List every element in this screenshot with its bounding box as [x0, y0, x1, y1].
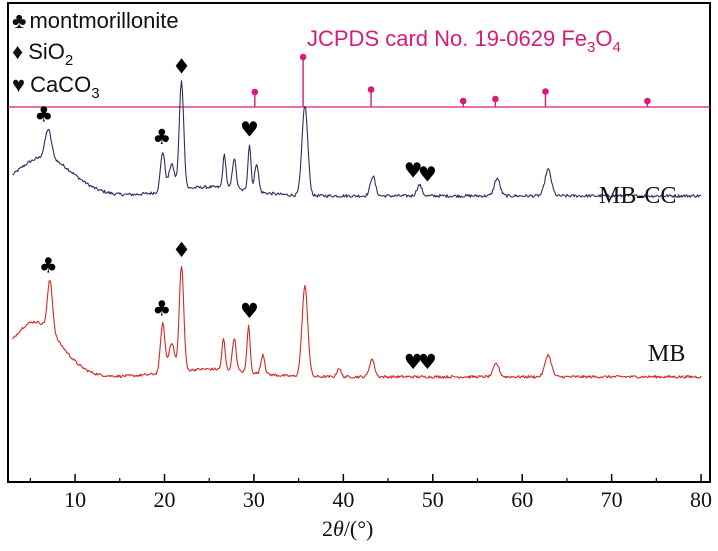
phase-markers: ♣♣♦♥♥♥♣♣♦♥♥♥ [34, 54, 436, 374]
diamond-icon: ♦ [172, 238, 191, 262]
reference-peak-dot [644, 97, 651, 105]
club-icon: ♣ [39, 253, 58, 277]
x-axis-title: 2θ/(°) [322, 516, 373, 541]
reference-peak-dot [492, 95, 499, 103]
reference-label: JCPDS card No. 19-0629 Fe3O4 [307, 26, 621, 56]
x-tick-label-80: 80 [690, 487, 712, 512]
x-tick-label-70: 70 [601, 487, 623, 512]
reference-peak-dot [299, 53, 307, 61]
legend-entry-sio2: ♦ SiO2 [12, 39, 73, 69]
heart-icon: ♥ [404, 159, 423, 183]
diamond-icon: ♦ [172, 54, 191, 78]
heart-icon: ♥ [240, 299, 259, 323]
series-line-mb-cc [12, 80, 702, 198]
x-tick-label-20: 20 [153, 487, 175, 512]
club-icon: ♣ [12, 8, 26, 33]
club-icon: ♣ [152, 296, 171, 320]
legend-entry-montmorillonite: ♣ montmorillonite [12, 8, 179, 33]
x-tick-label-60: 60 [511, 487, 533, 512]
series-label-mb-cc: MB-CC [599, 183, 676, 209]
reference-peak-dot [367, 86, 375, 93]
reference-peak-dot [251, 88, 259, 96]
series-label-mb: MB [648, 341, 685, 367]
legend: ♣ montmorillonite ♦ SiO2 ♥ CaCO3 [12, 8, 179, 102]
plot-frame [7, 2, 711, 483]
reference-peaks [251, 53, 651, 107]
heart-icon: ♥ [240, 118, 259, 142]
x-tick-label-10: 10 [64, 487, 86, 512]
reference-peak-dot [459, 97, 467, 105]
series-line-mb [12, 265, 702, 379]
x-tick-label-30: 30 [243, 487, 265, 512]
legend-entry-caco3: ♥ CaCO3 [12, 72, 100, 102]
club-icon: ♣ [34, 102, 53, 126]
x-axis: 10 20 30 40 50 60 70 80 [29, 474, 712, 512]
heart-icon: ♥ [404, 350, 423, 374]
heart-icon: ♥ [12, 72, 25, 97]
diamond-icon: ♦ [12, 39, 23, 64]
club-icon: ♣ [152, 125, 171, 149]
x-tick-label-50: 50 [422, 487, 444, 512]
series-lines [12, 80, 702, 379]
x-tick-label-40: 40 [332, 487, 354, 512]
heart-icon: ♥ [418, 350, 437, 374]
heart-icon: ♥ [418, 163, 437, 187]
reference-peak-dot [542, 88, 549, 95]
